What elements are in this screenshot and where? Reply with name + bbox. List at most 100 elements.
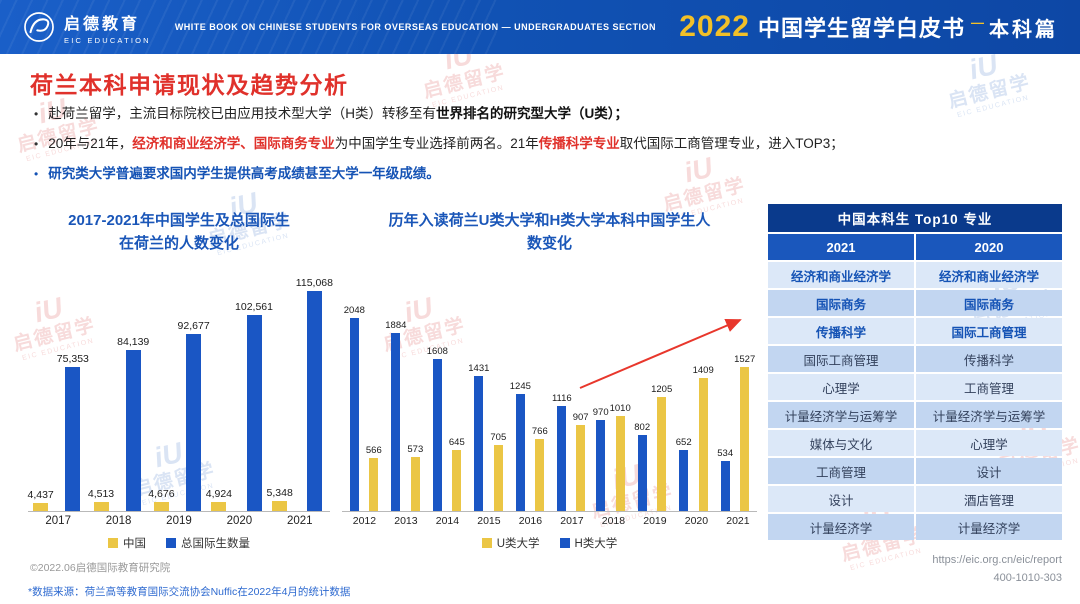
bar-wrap: 1527 [734,354,755,511]
bar-总国际生数量 [186,334,202,511]
bar-value-label: 766 [531,425,548,437]
bar-value-label: 1245 [509,380,531,392]
bar-value-label: 4,924 [205,487,233,500]
bar-value-label: 84,139 [117,336,150,349]
bar-H类大学 [515,393,525,511]
bar-U类大学 [452,450,462,511]
bar-wrap: 645 [449,437,465,511]
bullet-marker: • [34,136,39,151]
bar-value-label: 1431 [468,363,490,374]
legend-item: U类大学 [481,535,540,551]
table-row: 设计 酒店管理 [768,486,1062,512]
table-cell: 媒体与文化 [768,430,914,456]
bar-value-label: 1608 [426,346,448,358]
legend-label: U类大学 [496,538,540,550]
bar-value-label: 705 [490,431,507,443]
table-column-header: 2021 [768,234,914,260]
bar-wrap: 534 [717,448,733,511]
bar-value-label: 1884 [385,320,407,332]
chart-title-line: 历年入读荷兰U类大学和H类大学本科中国学生人 [388,212,711,229]
bar-group: 1608 645 [427,346,465,511]
bar-中国 [33,502,49,511]
bar-value-label: 802 [634,422,651,434]
bullet-segment: 20年与21年， [48,135,133,151]
chart-title: 2017-2021年中国学生及总国际生 在荷兰的人数变化 [28,210,330,260]
bar-plot: 2048 566 1884 573 1608 645 1431 705 1245 766 1116 9… [342,260,757,512]
bar-wrap: 4,924 [206,488,232,511]
bar-wrap: 766 [532,426,548,511]
contact-url: https://eic.org.cn/eic/report [932,554,1062,566]
bar-U类大学 [493,444,503,511]
bar-value-label: 645 [448,437,465,449]
bar-H类大学 [432,359,442,511]
bar-U类大学 [698,378,708,511]
bar-wrap: 102,561 [235,301,273,511]
data-source-note: *数据来源：荷兰高等教育国际交流协会Nuffic在2022年4月的统计数据 [28,586,351,598]
x-tick-label: 2018 [601,515,626,527]
bar-group: 534 1527 [717,354,755,511]
bar-group: 4,924 102,561 [206,301,273,511]
bar-H类大学 [596,419,606,511]
netherlands-total-students-chart: 2017-2021年中国学生及总国际生 在荷兰的人数变化 4,437 75,353… [27,210,333,551]
table-cell: 心理学 [768,374,914,400]
bar-value-label: 907 [572,412,589,424]
bar-group: 4,676 92,677 [148,320,210,511]
majors-table-body: 经济和商业经济学 经济和商业经济学 国际商务 国际商务 传播科学 国际工商管理 国际工商管理… [768,262,1062,540]
copyright-note: ©2022.06启德国际教育研究院 [30,562,171,574]
bar-group: 2048 566 [344,305,382,511]
x-tick-label: 2016 [518,515,543,527]
chart-title-line: 在荷兰的人数变化 [118,234,239,252]
x-tick-label: 2012 [352,515,377,527]
watermark-en: EIC EDUCATION [849,547,923,572]
table-cell: 国际商务 [768,290,914,316]
bar-wrap: 84,139 [117,336,149,511]
table-header-row: 2021 2020 [768,234,1062,260]
table-cell: 经济和商业经济学 [768,262,914,288]
legend-item: 中国 [108,535,146,551]
bar-wrap: 1116 [552,393,572,511]
header-tagline: WHITE BOOK ON CHINESE STUDENTS FOR OVERS… [174,22,657,32]
bar-value-label: 92,677 [177,320,210,332]
bar-U类大学 [576,425,586,511]
bar-wrap: 566 [366,445,382,511]
bar-wrap: 1884 [385,320,406,511]
bullet-segment: 经济和商业经济学、国际商务专业 [132,135,335,151]
table-column-header: 2020 [916,234,1062,260]
bar-wrap: 75,353 [57,353,89,511]
bar-group: 970 1010 [593,403,631,511]
bar-中国 [93,502,109,511]
legend-swatch [481,538,492,548]
eic-logo-icon [24,12,54,42]
eic-logo: 启德教育 EIC EDUCATION [22,10,151,45]
bar-group: 1245 766 [510,381,548,511]
bullet-segment: 世界排名的研究型大学（U类）； [435,106,628,121]
table-cell: 计量经济学 [768,514,914,540]
contact-phone: 400-1010-303 [993,571,1062,584]
chart-title: 历年入读荷兰U类大学和H类大学本科中国学生人 数变化 [342,210,757,260]
logo-en: EIC EDUCATION [64,35,151,45]
bar-wrap: 5,348 [267,487,293,511]
bullet-segment: 传播科学专业 [538,135,620,151]
x-tick-label: 2017 [45,515,71,527]
x-tick-label: 2014 [435,515,460,527]
x-tick-label: 2019 [166,515,192,527]
bar-group: 1116 907 [552,393,589,511]
bar-U类大学 [657,397,667,511]
bar-总国际生数量 [125,350,141,511]
table-row: 心理学 工商管理 [768,374,1062,400]
table-cell: 传播科学 [768,318,914,344]
bullet-marker: • [34,166,39,181]
bar-wrap: 92,677 [178,320,210,511]
header-bar: 启德教育 EIC EDUCATION WHITE BOOK ON CHINESE… [0,0,1080,54]
x-axis: 2012 2013 2014 2015 2016 2017 2018 2019 2020 2021 [342,512,757,527]
bar-value-label: 1205 [651,384,673,396]
table-row: 传播科学 国际工商管理 [768,318,1062,344]
bar-value-label: 102,561 [235,301,273,314]
x-tick-label: 2021 [286,515,313,527]
bar-wrap: 970 [593,407,609,511]
bar-wrap: 4,676 [148,488,175,511]
edition-dash: — [971,14,984,30]
table-cell: 设计 [768,486,914,512]
x-tick-label: 2018 [105,515,132,527]
